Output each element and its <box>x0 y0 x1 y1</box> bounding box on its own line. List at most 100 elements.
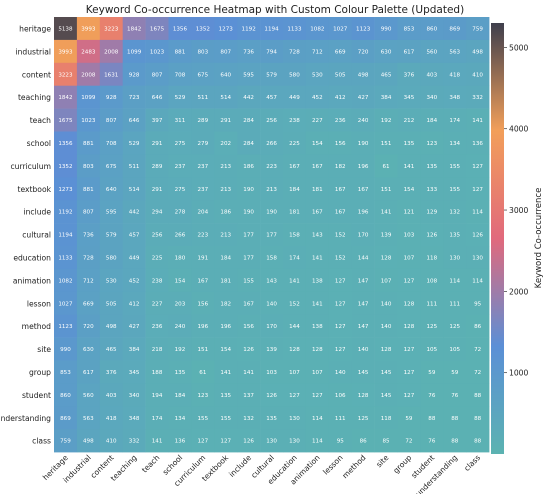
heatmap-cell <box>420 85 444 109</box>
cell-value-label: 135 <box>449 233 460 239</box>
heatmap-cell <box>374 383 398 407</box>
heatmap-cell <box>99 383 123 407</box>
heatmap-cell <box>260 154 284 178</box>
cell-value-label: 144 <box>289 324 300 330</box>
heatmap-cell <box>397 85 421 109</box>
heatmap-cell <box>145 17 169 41</box>
cell-value-label: 579 <box>266 72 277 78</box>
cell-value-label: 111 <box>427 301 438 307</box>
cell-value-label: 403 <box>106 393 117 399</box>
heatmap-cell <box>99 360 123 384</box>
heatmap-cell <box>237 429 261 453</box>
heatmap-cell <box>328 177 352 201</box>
heatmap-cell <box>397 200 421 224</box>
heatmap-cell <box>466 17 490 41</box>
heatmap-cell <box>351 406 375 430</box>
cell-value-label: 154 <box>404 187 415 193</box>
heatmap-cell <box>76 223 101 247</box>
heatmap-cell <box>191 406 215 430</box>
cell-value-label: 107 <box>381 278 392 284</box>
heatmap-cell <box>466 200 490 224</box>
cell-value-label: 225 <box>289 141 300 147</box>
heatmap-cell <box>466 177 490 201</box>
heatmap-cell <box>191 200 215 224</box>
heatmap-cell <box>168 39 192 64</box>
cell-value-label: 151 <box>381 141 392 147</box>
cell-value-label: 170 <box>266 324 277 330</box>
heatmap-cell <box>122 360 146 384</box>
cell-value-label: 127 <box>404 393 415 399</box>
heatmap-cell <box>443 246 467 270</box>
chart-title: Keyword Co-occurrence Heatmap with Custo… <box>86 4 464 16</box>
heatmap-cell <box>351 85 375 109</box>
heatmap-cell <box>237 200 261 224</box>
heatmap-cell <box>260 62 284 86</box>
y-tick-label: curriculum <box>10 162 51 171</box>
cell-value-label: 1192 <box>242 26 256 32</box>
cell-value-label: 140 <box>335 370 346 376</box>
heatmap-cell <box>260 360 284 384</box>
cell-value-label: 95 <box>337 439 345 445</box>
cell-value-label: 129 <box>427 210 438 216</box>
cell-value-label: 1133 <box>58 255 73 261</box>
heatmap-cell <box>76 108 101 132</box>
cell-value-label: 275 <box>175 187 186 193</box>
heatmap-cell <box>191 17 215 41</box>
heatmap-cell <box>76 268 101 293</box>
heatmap-cell <box>397 337 421 361</box>
cell-value-label: 72 <box>405 439 412 445</box>
cell-value-label: 196 <box>198 324 209 330</box>
heatmap-cell <box>466 268 490 293</box>
cell-value-label: 720 <box>358 49 369 55</box>
heatmap-cells: 5138 3993 3223 1842 1675 1356 1352 1273 1192 1194… <box>54 17 490 453</box>
heatmap-cell <box>122 108 146 132</box>
heatmap-cell <box>99 177 123 201</box>
heatmap-cell <box>328 200 352 224</box>
heatmap-cell <box>122 39 146 64</box>
cell-value-label: 133 <box>427 187 438 193</box>
heatmap-cell <box>305 131 330 155</box>
heatmap-cell <box>214 108 238 132</box>
heatmap-cell <box>99 17 123 41</box>
cell-value-label: 88 <box>428 416 436 422</box>
heatmap-cell <box>54 246 78 270</box>
cell-value-label: 151 <box>198 347 209 353</box>
cell-value-label: 167 <box>358 187 369 193</box>
heatmap-cell <box>237 131 261 155</box>
heatmap-cell <box>237 62 261 86</box>
cell-value-label: 563 <box>449 49 460 55</box>
cell-value-label: 529 <box>175 95 186 101</box>
cell-value-label: 127 <box>220 439 231 445</box>
heatmap-cell <box>443 406 467 430</box>
cell-value-label: 86 <box>360 439 368 445</box>
heatmap-cell <box>214 268 238 293</box>
heatmap-cell <box>374 246 398 270</box>
x-tick-label: site <box>374 453 390 469</box>
cell-value-label: 88 <box>474 416 482 422</box>
heatmap-cell <box>443 177 467 201</box>
cell-value-label: 560 <box>83 393 94 399</box>
cell-value-label: 123 <box>427 141 438 147</box>
cell-value-label: 128 <box>381 347 392 353</box>
cell-value-label: 928 <box>106 95 117 101</box>
y-tick-label: include <box>23 208 51 217</box>
heatmap-cell <box>328 85 352 109</box>
heatmap-cell <box>374 429 398 453</box>
cell-value-label: 132 <box>243 416 254 422</box>
heatmap-cell <box>466 360 490 384</box>
heatmap-cell <box>351 17 375 41</box>
cell-value-label: 289 <box>152 164 163 170</box>
heatmap-cell <box>145 154 169 178</box>
cell-value-label: 181 <box>312 187 323 193</box>
cell-value-label: 76 <box>428 393 436 399</box>
cell-value-label: 530 <box>106 278 117 284</box>
heatmap-cell <box>214 200 238 224</box>
heatmap-cell <box>397 223 421 247</box>
cell-value-label: 237 <box>198 164 209 170</box>
heatmap-cell <box>420 429 444 453</box>
heatmap-cell <box>237 360 261 384</box>
cell-value-label: 266 <box>175 233 186 239</box>
heatmap-cell <box>237 268 261 293</box>
cell-value-label: 135 <box>220 393 231 399</box>
heatmap-cell <box>466 246 490 270</box>
